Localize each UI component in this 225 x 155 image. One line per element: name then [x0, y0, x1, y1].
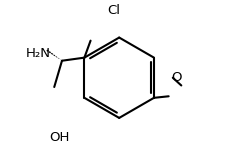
Text: Cl: Cl	[107, 4, 120, 17]
Text: H₂N: H₂N	[26, 47, 51, 60]
Text: O: O	[170, 71, 181, 84]
Text: OH: OH	[49, 131, 70, 144]
